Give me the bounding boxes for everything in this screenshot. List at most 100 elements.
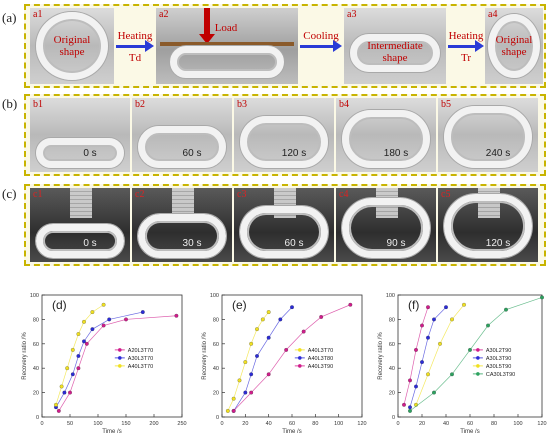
ring-a4 bbox=[488, 14, 540, 78]
x-tick-label: 120 bbox=[357, 421, 366, 427]
caption-a1: Original shape bbox=[53, 34, 91, 58]
sub-label-b3: b3 bbox=[237, 99, 247, 110]
data-point-CA30L3T90 bbox=[450, 372, 454, 377]
time-label-c1: 0 s bbox=[83, 238, 97, 249]
data-point-A30L3T90 bbox=[444, 305, 448, 310]
x-tick-label: 0 bbox=[396, 421, 399, 427]
legend-marker-A30L5T90 bbox=[476, 364, 480, 368]
data-point-A40L3T80 bbox=[243, 390, 248, 395]
y-tick-label: 100 bbox=[30, 293, 39, 299]
data-point-CA30L3T90 bbox=[486, 323, 490, 328]
data-point-A30L3T70 bbox=[90, 327, 95, 332]
chart-panel-label: (e) bbox=[232, 298, 247, 312]
time-label-c4: 90 s bbox=[386, 238, 406, 249]
data-point-A20L3T70 bbox=[68, 390, 72, 395]
data-point-A30L5T90 bbox=[426, 372, 430, 377]
data-point-A40L3T70 bbox=[76, 332, 81, 336]
data-point-A30L2T90 bbox=[414, 347, 418, 352]
data-point-A40L3T70 bbox=[59, 384, 64, 389]
y-tick-label: 40 bbox=[389, 366, 395, 372]
sub-label-b1: b1 bbox=[33, 99, 43, 110]
x-tick-label: 60 bbox=[289, 421, 295, 427]
photo-a4: a4 Original shape bbox=[485, 8, 543, 84]
caption-a4: Original shape bbox=[495, 34, 533, 58]
sub-label-a4: a4 bbox=[488, 9, 498, 20]
data-point-A30L3T90 bbox=[432, 317, 436, 322]
x-axis-label: Time /s bbox=[102, 429, 121, 435]
data-point-CA30L3T90 bbox=[540, 295, 544, 300]
data-point-A30L2T90 bbox=[408, 378, 412, 383]
data-point-A40L3T80 bbox=[290, 305, 294, 310]
x-tick-label: 120 bbox=[537, 421, 546, 427]
data-point-A40L3T70 bbox=[70, 347, 75, 352]
series-line-A30L3T70 bbox=[55, 311, 143, 408]
data-point-A40L3T80 bbox=[255, 354, 259, 358]
data-point-A30L5T90 bbox=[438, 341, 442, 346]
data-point-A20L3T70 bbox=[174, 313, 179, 318]
data-point-A30L3T70 bbox=[82, 339, 86, 344]
x-axis-label: Time /s bbox=[460, 429, 479, 435]
chart-0: 0 20 40 60 80 100 0 50 100 150 200 250 Time /s Recove… bbox=[22, 293, 187, 435]
data-point-A40L3T70 bbox=[90, 310, 95, 315]
data-point-A30L5T90 bbox=[462, 302, 466, 307]
ring-c5 bbox=[444, 194, 532, 258]
time-label-b5: 240 s bbox=[485, 148, 511, 159]
legend-marker-A20L3T70 bbox=[118, 348, 122, 352]
sub-label-c4: c4 bbox=[339, 189, 349, 200]
legend-marker-A40L3T70 bbox=[118, 364, 122, 368]
data-point-A30L3T70 bbox=[107, 317, 112, 322]
data-point-A20L3T70 bbox=[56, 408, 61, 413]
y-tick-label: 100 bbox=[210, 293, 219, 299]
x-tick-label: 80 bbox=[491, 421, 497, 427]
caption-a3: Intermediate shape bbox=[367, 40, 423, 64]
chart-panel-label: (f) bbox=[408, 298, 419, 312]
legend-label-A30L3T70: A30L3T70 bbox=[128, 356, 153, 362]
arrow-heating-2-sub: Tr bbox=[461, 52, 471, 64]
legend-label-A30L2T90: A30L2T90 bbox=[486, 348, 511, 354]
load-arrow-head bbox=[199, 34, 215, 44]
data-point-A40L3T70 bbox=[82, 319, 86, 324]
x-tick-label: 100 bbox=[93, 421, 102, 427]
sub-label-c5: c5 bbox=[441, 189, 451, 200]
legend-label-A30L3T90: A30L3T90 bbox=[486, 356, 511, 362]
time-label-b2: 60 s bbox=[182, 148, 202, 159]
data-point-CA30L3T90 bbox=[468, 347, 472, 352]
data-point-A40L3T90 bbox=[266, 372, 271, 377]
sub-label-c2: c2 bbox=[135, 189, 145, 200]
data-point-A40L3T90 bbox=[348, 302, 353, 307]
y-tick-label: 80 bbox=[33, 317, 39, 323]
x-axis-label: Time /s bbox=[282, 429, 301, 435]
y-axis-label: Recovery ratio /% bbox=[378, 332, 384, 380]
chart-panel-label: (d) bbox=[52, 298, 67, 312]
y-tick-label: 0 bbox=[216, 415, 219, 421]
ring-b3 bbox=[240, 116, 328, 168]
ring-b1 bbox=[36, 138, 124, 168]
data-point-A30L3T90 bbox=[420, 360, 424, 365]
legend-label-A20L3T70: A20L3T70 bbox=[128, 348, 153, 354]
y-tick-label: 100 bbox=[386, 293, 395, 299]
y-tick-label: 20 bbox=[213, 391, 219, 397]
legend-marker-A40L3T70 bbox=[298, 348, 302, 352]
data-point-A20L3T70 bbox=[84, 341, 89, 346]
x-tick-label: 100 bbox=[334, 421, 343, 427]
chart-frame-0 bbox=[41, 294, 183, 418]
photo-c4: c4 90 s bbox=[336, 188, 436, 262]
ring-a3 bbox=[350, 34, 440, 72]
data-point-A40L3T80 bbox=[266, 335, 271, 340]
arrow-heating-2-label: Heating bbox=[448, 30, 484, 42]
legend-label-A30L5T90: A30L5T90 bbox=[486, 364, 511, 370]
sub-label-a2: a2 bbox=[159, 9, 169, 20]
sub-label-c1: c1 bbox=[33, 189, 43, 200]
x-tick-label: 0 bbox=[220, 421, 223, 427]
x-tick-label: 50 bbox=[67, 421, 73, 427]
data-point-A40L3T90 bbox=[231, 408, 236, 413]
x-tick-label: 40 bbox=[443, 421, 449, 427]
data-point-A40L3T70 bbox=[101, 302, 106, 307]
legend-marker-A30L3T70 bbox=[118, 356, 122, 360]
data-point-A30L2T90 bbox=[426, 305, 430, 310]
photo-c2: c2 30 s bbox=[132, 188, 232, 262]
data-point-CA30L3T90 bbox=[432, 390, 436, 395]
y-tick-label: 20 bbox=[389, 391, 395, 397]
row-a-label: (a) bbox=[2, 10, 17, 25]
y-tick-label: 40 bbox=[213, 366, 219, 372]
